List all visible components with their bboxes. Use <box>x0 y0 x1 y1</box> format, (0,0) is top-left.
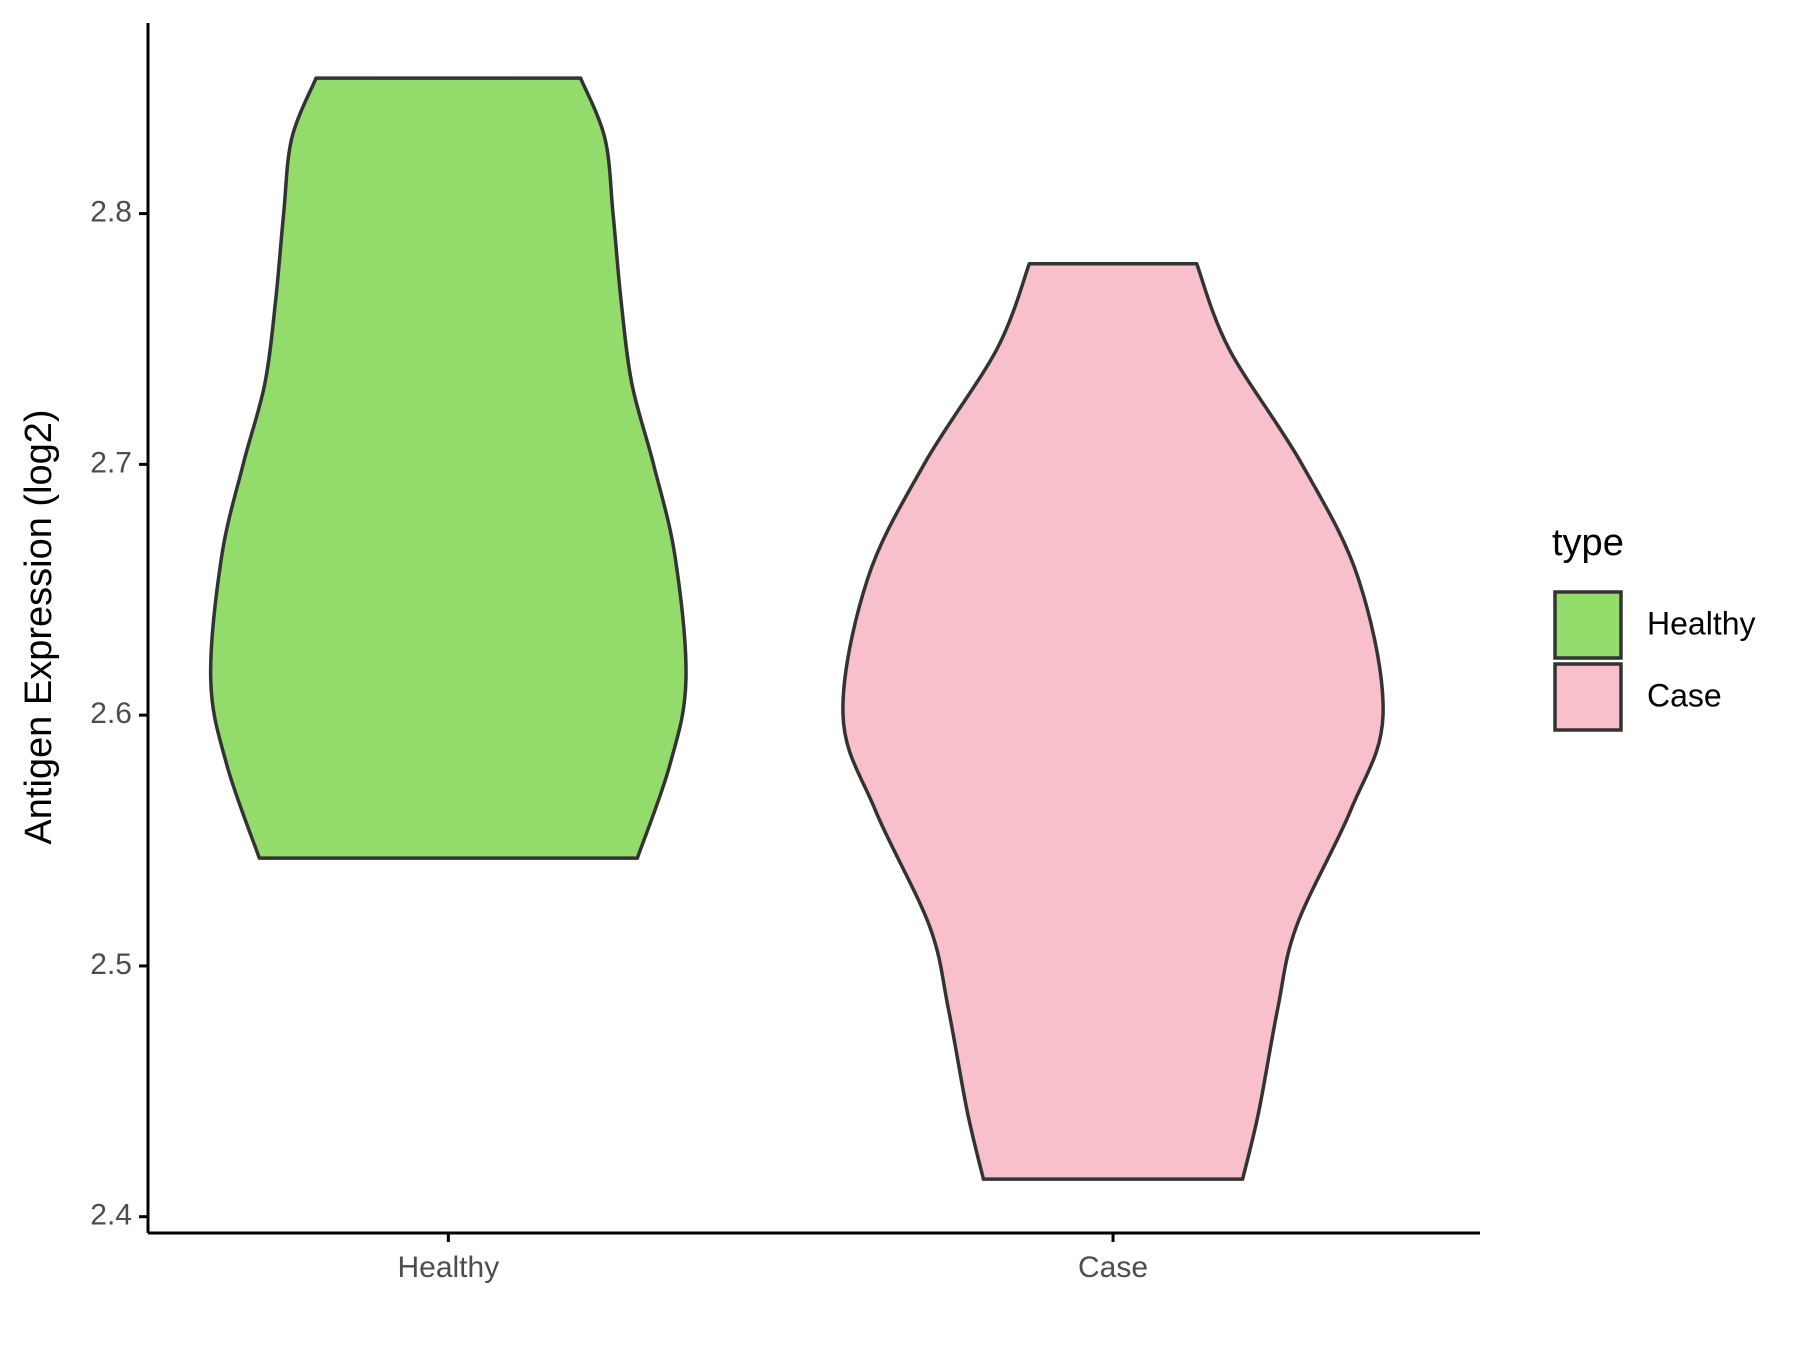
violin-left-outline <box>208 77 318 859</box>
violin-right-outline <box>579 77 688 859</box>
violin-left-outline <box>841 263 1031 1180</box>
violin-fill <box>842 263 1384 1180</box>
y-tick-label: 2.4 <box>90 1199 132 1232</box>
legend-label: Healthy <box>1647 605 1756 641</box>
x-tick-label: Case <box>1078 1251 1148 1284</box>
violin-fill <box>210 78 687 859</box>
x-tick-label: Healthy <box>397 1251 499 1284</box>
y-tick-label: 2.6 <box>90 697 132 730</box>
y-tick-label: 2.8 <box>90 196 132 229</box>
legend-label: Case <box>1647 677 1722 713</box>
y-tick-label: 2.7 <box>90 446 132 479</box>
y-tick-label: 2.5 <box>90 948 132 981</box>
y-axis-title: Antigen Expression (log2) <box>18 409 60 844</box>
violin-right-outline <box>1195 263 1385 1180</box>
legend-key <box>1553 590 1623 660</box>
legend-key <box>1553 662 1623 732</box>
legend-title: type <box>1552 522 1624 564</box>
